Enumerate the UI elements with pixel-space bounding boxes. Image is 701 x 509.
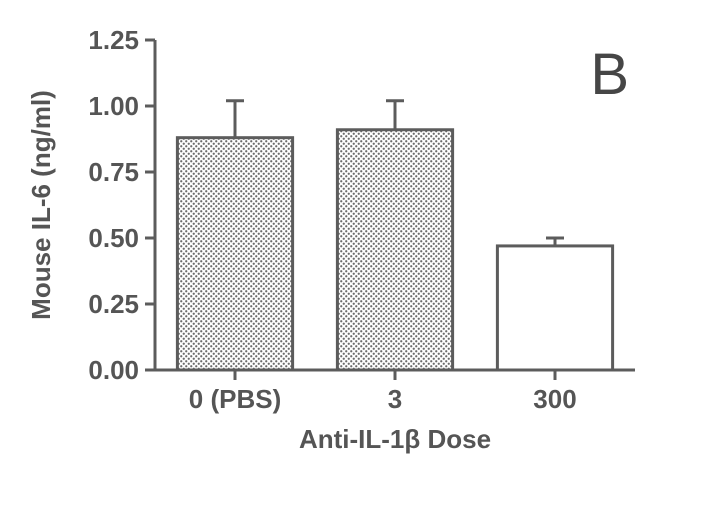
panel-label: B [590,42,629,107]
x-tick-label: 3 [388,384,402,414]
chart-container: 0.00 0.25 0.50 0.75 1.00 1.25 0 (PBS) 3 300 Mou… [0,0,701,509]
x-tick-label: 0 (PBS) [189,384,281,414]
bar [337,130,452,370]
y-tick-label: 1.25 [88,25,139,55]
y-tick-label: 0.25 [88,289,139,319]
bar-chart: 0.00 0.25 0.50 0.75 1.00 1.25 0 (PBS) 3 300 Mou… [0,0,701,509]
bar [177,138,292,370]
y-tick-label: 0.50 [88,223,139,253]
y-tick-label: 1.00 [88,91,139,121]
y-tick-label: 0.75 [88,157,139,187]
x-tick-label: 300 [533,384,576,414]
bar [497,246,612,370]
y-tick-label: 0.00 [88,355,139,385]
x-axis-label: Anti-IL-1β Dose [299,424,491,454]
y-axis-label: Mouse IL-6 (ng/ml) [26,90,56,320]
